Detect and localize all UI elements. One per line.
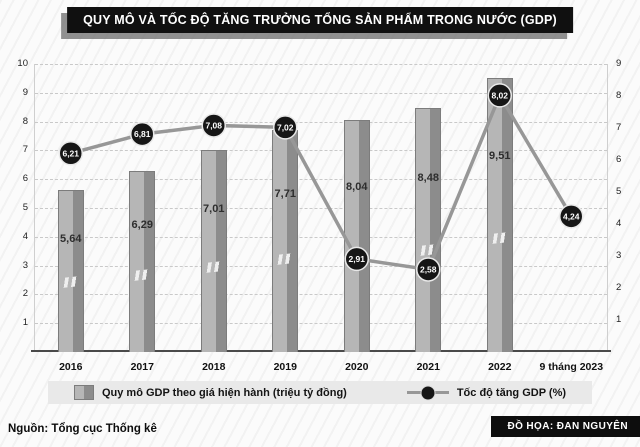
growth-marker-value: 8,02 [491, 90, 508, 100]
x-axis-line [31, 350, 611, 352]
growth-marker-value: 2,91 [348, 254, 365, 264]
gdp-bar-value: 7,71 [274, 188, 296, 201]
legend-item-line: Tốc độ tăng GDP (%) [406, 385, 567, 400]
left-axis-tick: 2 [22, 288, 28, 300]
gridline [35, 64, 607, 65]
x-axis-label: 2018 [202, 361, 226, 373]
x-axis-label: 2016 [59, 361, 83, 373]
gridline [35, 208, 607, 209]
line-swatch-icon [406, 385, 449, 400]
legend-bar-label: Quy mô GDP theo giá hiện hành (triệu tỷ … [101, 386, 347, 399]
gdp-bar-value: 5,64 [60, 232, 82, 245]
gdp-bar: 9,51 [486, 78, 513, 352]
gridline [35, 236, 607, 238]
bar-swatch-dark-segment [83, 386, 93, 399]
left-axis-tick: 9 [22, 86, 28, 98]
legend: Quy mô GDP theo giá hiện hành (triệu tỷ … [0, 381, 640, 404]
right-axis-tick: 4 [616, 218, 622, 229]
right-axis-tick: 6 [616, 154, 622, 165]
gridline [35, 179, 607, 181]
x-axis-label: 2021 [416, 361, 440, 373]
left-axis-tick: 4 [22, 230, 28, 242]
gdp-bar: 5,64 [57, 189, 84, 352]
gridline [35, 121, 607, 123]
right-axis-tick: 9 [616, 58, 622, 69]
growth-line-layer: 6,21 6,81 7,08 7,02 2,91 2,58 8,02 4,24 [58, 83, 584, 282]
x-axis-label: 2019 [273, 361, 297, 373]
gridline [35, 150, 607, 152]
left-axis-tick: 6 [22, 173, 28, 185]
gdp-bar: 8,48 [415, 107, 442, 352]
growth-marker [344, 246, 369, 272]
right-axis-tick: 1 [616, 314, 622, 325]
left-axis-tick: 5 [22, 202, 28, 213]
gridline [35, 92, 607, 94]
growth-marker-value: 7,02 [277, 122, 294, 132]
legend-band: Quy mô GDP theo giá hiện hành (triệu tỷ … [47, 381, 593, 404]
gdp-bar: 7,71 [272, 129, 299, 352]
x-axis-label: 2020 [345, 361, 369, 373]
growth-marker [559, 204, 584, 229]
left-axis-tick: 3 [22, 259, 28, 271]
growth-marker [130, 121, 155, 147]
gridline [35, 323, 607, 325]
growth-marker [273, 115, 298, 140]
growth-line [70, 91, 573, 272]
left-axis-tick: 1 [22, 317, 28, 329]
bar-swatch-light-segment [74, 386, 84, 399]
right-axis-tick: 7 [616, 122, 622, 133]
legend-line-label: Tốc độ tăng GDP (%) [456, 386, 567, 399]
gdp-bar-value: 8,04 [346, 181, 368, 194]
gridline [35, 265, 607, 267]
growth-marker [416, 257, 441, 282]
growth-marker-value: 6,21 [62, 148, 79, 158]
growth-marker-value: 2,58 [420, 264, 437, 274]
x-axis-label: 2017 [130, 361, 154, 373]
growth-marker-value: 4,24 [563, 211, 580, 221]
page-title: QUY MÔ VÀ TỐC ĐỘ TĂNG TRƯỞNG TỔNG SẢN PH… [67, 7, 573, 33]
x-axis-label: 2022 [488, 361, 512, 373]
x-axis-label: 9 tháng 2023 [539, 361, 604, 373]
plot-area: 1 2 3 4 5 6 7 8 9 10 1 2 3 4 5 6 7 8 9 2016 2017 2018 2019 2020… [17, 58, 621, 373]
gdp-bar: 6,29 [129, 170, 156, 352]
left-axis-tick: 10 [17, 58, 28, 69]
gdp-bar-value: 6,29 [131, 218, 153, 231]
growth-marker [201, 113, 226, 138]
left-axis-tick: 8 [22, 115, 28, 127]
growth-marker [58, 141, 83, 166]
gridline [35, 294, 607, 296]
line-swatch-dot [420, 385, 436, 400]
source-note: Nguồn: Tổng cục Thống kê [8, 423, 157, 435]
right-axis-tick: 2 [616, 282, 622, 293]
gdp-bar-value: 8,48 [417, 172, 439, 185]
legend-item-bar: Quy mô GDP theo giá hiện hành (triệu tỷ … [73, 385, 347, 400]
credit-badge: ĐỒ HỌA: ĐAN NGUYÊN [491, 416, 640, 437]
right-axis-tick: 5 [616, 186, 622, 197]
left-axis-tick: 7 [22, 144, 28, 156]
gdp-bar: 7,01 [200, 150, 227, 352]
growth-marker [487, 83, 512, 108]
bar-swatch-icon [73, 385, 94, 400]
growth-marker-value: 7,08 [205, 120, 222, 130]
growth-marker-value: 6,81 [134, 129, 151, 139]
gdp-bar-value: 9,51 [489, 150, 511, 163]
gdp-bar-value: 7,01 [203, 203, 225, 216]
right-axis-tick: 8 [616, 90, 622, 101]
right-axis-tick: 3 [616, 250, 622, 261]
